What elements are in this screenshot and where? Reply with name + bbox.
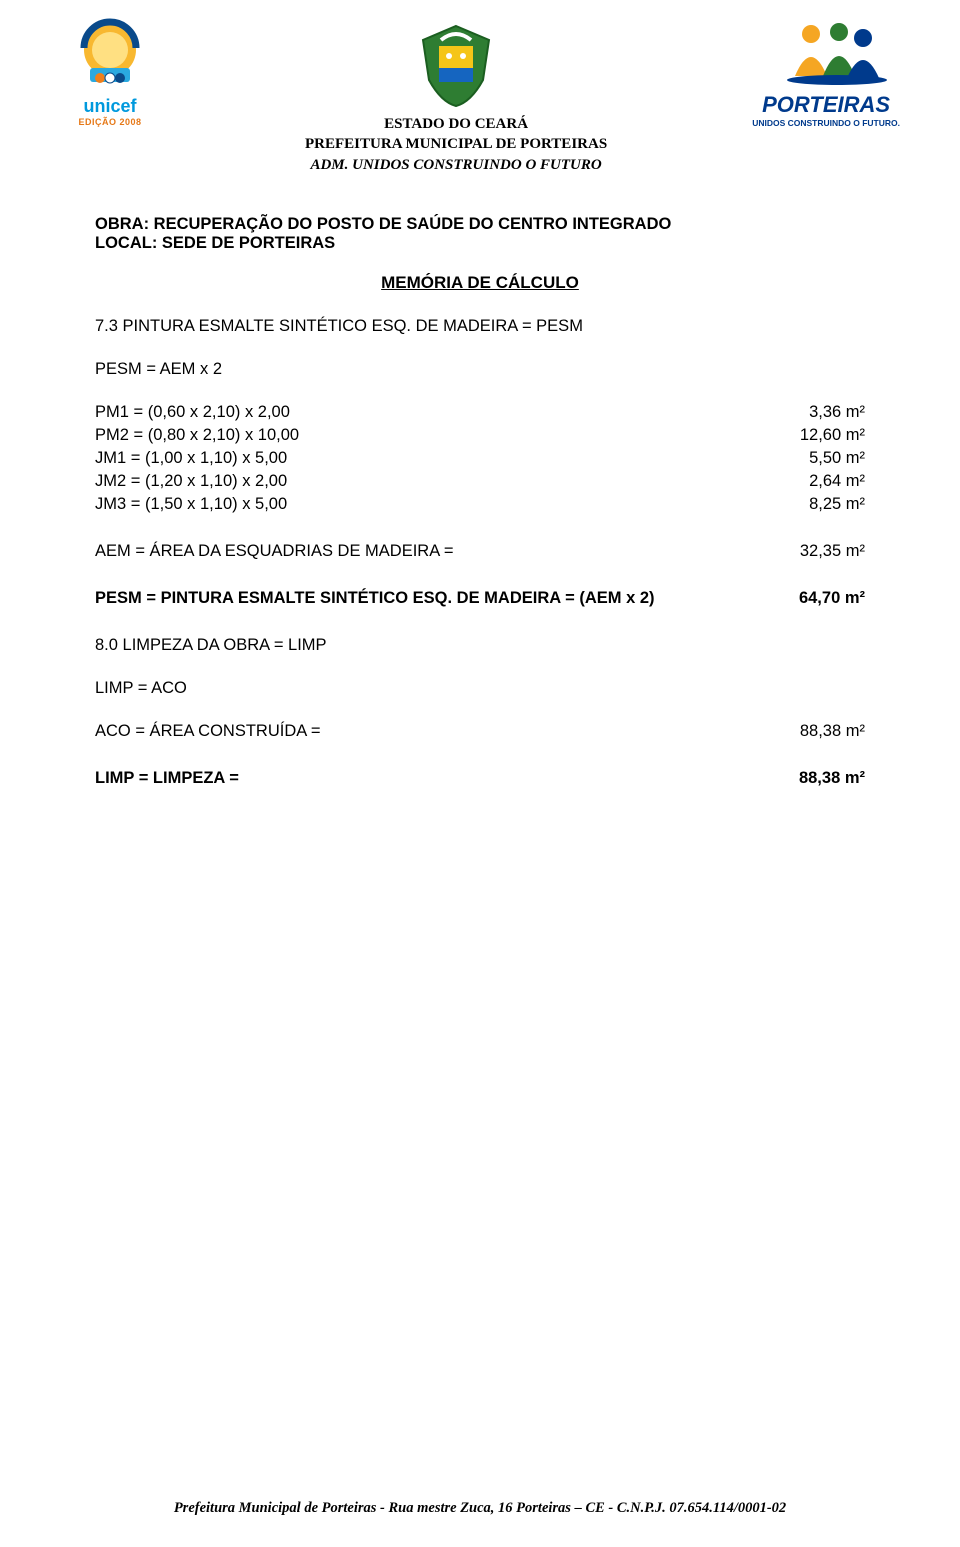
calc-value: 5,50 m² — [789, 449, 865, 468]
aco-value: 88,38 m² — [780, 722, 865, 741]
item-7-3: 7.3 PINTURA ESMALTE SINTÉTICO ESQ. DE MA… — [95, 317, 865, 336]
pesm-total-label: PESM = PINTURA ESMALTE SINTÉTICO ESQ. DE… — [95, 589, 779, 608]
calc-row: JM1 = (1,00 x 1,10) x 5,00 5,50 m² — [95, 449, 865, 468]
pesm-total-value: 64,70 m² — [779, 589, 865, 608]
obra-line: OBRA: RECUPERAÇÃO DO POSTO DE SAÚDE DO C… — [95, 215, 865, 234]
aem-label: AEM = ÁREA DA ESQUADRIAS DE MADEIRA = — [95, 542, 780, 561]
limp-total-row: LIMP = LIMPEZA = 88,38 m² — [95, 769, 865, 788]
footer-text: Prefeitura Municipal de Porteiras - Rua … — [0, 1500, 960, 1517]
porteiras-name: PORTEIRAS — [762, 92, 890, 118]
pesm-formula: PESM = AEM x 2 — [95, 360, 865, 379]
calc-row: JM3 = (1,50 x 1,10) x 5,00 8,25 m² — [95, 495, 865, 514]
limp-total-label: LIMP = LIMPEZA = — [95, 769, 779, 788]
limp-formula: LIMP = ACO — [95, 679, 865, 698]
edicao-text: EDIÇÃO 2008 — [78, 117, 141, 127]
logo-left: unicef EDIÇÃO 2008 — [60, 18, 160, 127]
calc-label: PM2 = (0,80 x 2,10) x 10,00 — [95, 426, 780, 445]
calc-value: 2,64 m² — [789, 472, 865, 491]
local-line: LOCAL: SEDE DE PORTEIRAS — [95, 234, 865, 253]
header: unicef EDIÇÃO 2008 ESTADO DO CEARÁ PREFE… — [0, 0, 960, 175]
calc-label: JM1 = (1,00 x 1,10) x 5,00 — [95, 449, 789, 468]
header-line3: ADM. UNIDOS CONSTRUINDO O FUTURO — [305, 155, 607, 175]
content: OBRA: RECUPERAÇÃO DO POSTO DE SAÚDE DO C… — [0, 175, 960, 788]
calc-label: PM1 = (0,60 x 2,10) x 2,00 — [95, 403, 789, 422]
pesm-total-row: PESM = PINTURA ESMALTE SINTÉTICO ESQ. DE… — [95, 589, 865, 608]
state-crest-icon — [411, 18, 501, 108]
aco-row: ACO = ÁREA CONSTRUÍDA = 88,38 m² — [95, 722, 865, 741]
header-line2: PREFEITURA MUNICIPAL DE PORTEIRAS — [305, 134, 607, 154]
calc-label: JM2 = (1,20 x 1,10) x 2,00 — [95, 472, 789, 491]
aem-value: 32,35 m² — [780, 542, 865, 561]
logo-right: PORTEIRAS UNIDOS CONSTRUINDO O FUTURO. — [752, 18, 900, 128]
calc-value: 3,36 m² — [789, 403, 865, 422]
aco-label: ACO = ÁREA CONSTRUÍDA = — [95, 722, 780, 741]
limp-total-value: 88,38 m² — [779, 769, 865, 788]
calc-row: PM1 = (0,60 x 2,10) x 2,00 3,36 m² — [95, 403, 865, 422]
calc-value: 12,60 m² — [780, 426, 865, 445]
unicef-text: unicef — [83, 96, 136, 117]
porteiras-logo-icon — [761, 18, 891, 90]
calc-row: JM2 = (1,20 x 1,10) x 2,00 2,64 m² — [95, 472, 865, 491]
calc-label: JM3 = (1,50 x 1,10) x 5,00 — [95, 495, 789, 514]
section-title: MEMÓRIA DE CÁLCULO — [95, 273, 865, 293]
aem-row: AEM = ÁREA DA ESQUADRIAS DE MADEIRA = 32… — [95, 542, 865, 561]
header-line1: ESTADO DO CEARÁ — [305, 114, 607, 134]
calc-row: PM2 = (0,80 x 2,10) x 10,00 12,60 m² — [95, 426, 865, 445]
item-8-0: 8.0 LIMPEZA DA OBRA = LIMP — [95, 636, 865, 655]
porteiras-sub: UNIDOS CONSTRUINDO O FUTURO. — [752, 118, 900, 128]
municipio-seal-icon — [60, 18, 160, 98]
logo-center: ESTADO DO CEARÁ PREFEITURA MUNICIPAL DE … — [305, 18, 607, 175]
calc-value: 8,25 m² — [789, 495, 865, 514]
header-center-text: ESTADO DO CEARÁ PREFEITURA MUNICIPAL DE … — [305, 114, 607, 175]
